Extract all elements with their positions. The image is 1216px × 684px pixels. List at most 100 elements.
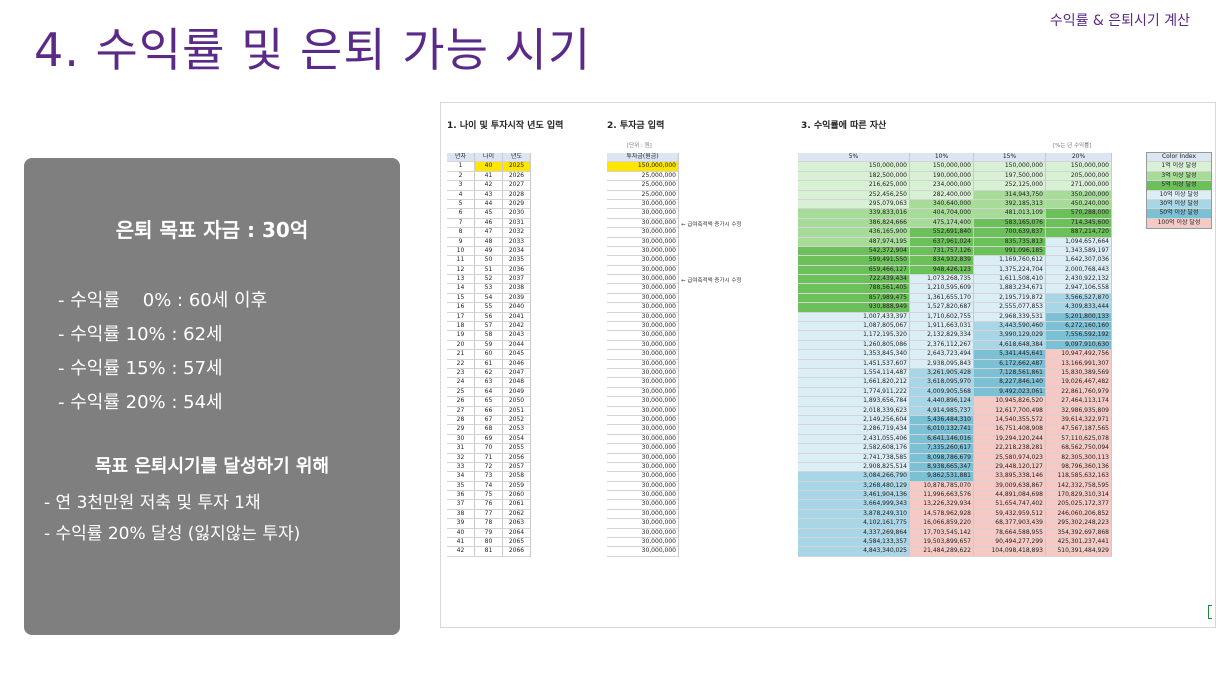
cell-year-index[interactable]: 33	[447, 462, 475, 473]
cell-year[interactable]: 2055	[503, 444, 531, 454]
cell-year[interactable]: 2037	[503, 275, 531, 285]
cell-rate-15[interactable]: 2,968,339,531	[974, 312, 1046, 323]
cell-rate-20[interactable]: 68,562,750,094	[1046, 444, 1112, 454]
cell-rate-20[interactable]: 19,026,467,482	[1046, 378, 1112, 388]
cell-rate-5[interactable]: 3,084,266,790	[798, 472, 910, 482]
cell-year-index[interactable]: 42	[447, 547, 475, 557]
cell-rate-5[interactable]: 1,774,911,222	[798, 387, 910, 398]
cell-year[interactable]: 2025	[503, 162, 531, 172]
cell-rate-5[interactable]: 1,087,805,067	[798, 322, 910, 332]
cell-rate-20[interactable]: 5,201,800,133	[1046, 312, 1112, 323]
cell-age[interactable]: 46	[475, 218, 503, 229]
cell-age[interactable]: 73	[475, 472, 503, 482]
cell-principal[interactable]: 30,000,000	[607, 397, 679, 407]
header-year[interactable]: 년도	[503, 153, 531, 163]
cell-year-index[interactable]: 13	[447, 275, 475, 285]
cell-rate-15[interactable]: 150,000,000	[974, 162, 1046, 172]
cell-year-index[interactable]: 23	[447, 368, 475, 379]
cell-principal[interactable]: 30,000,000	[607, 368, 679, 379]
cell-rate-5[interactable]: 436,165,900	[798, 228, 910, 238]
cell-age[interactable]: 53	[475, 284, 503, 294]
cell-rate-10[interactable]: 6,010,132,741	[910, 425, 974, 435]
cell-rate-5[interactable]: 1,661,820,212	[798, 378, 910, 388]
cell-rate-10[interactable]: 10,878,785,070	[910, 481, 974, 492]
cell-age[interactable]: 58	[475, 331, 503, 341]
cell-year-index[interactable]: 3	[447, 181, 475, 191]
cell-rate-10[interactable]: 11,996,663,576	[910, 491, 974, 501]
cell-rate-15[interactable]: 1,611,508,410	[974, 275, 1046, 285]
cell-age[interactable]: 45	[475, 209, 503, 219]
cell-year-index[interactable]: 30	[447, 434, 475, 445]
cell-rate-15[interactable]: 2,555,077,853	[974, 303, 1046, 313]
cell-age[interactable]: 67	[475, 415, 503, 426]
cell-rate-5[interactable]: 1,260,805,086	[798, 340, 910, 351]
cell-rate-15[interactable]: 8,227,846,140	[974, 378, 1046, 388]
cell-year-index[interactable]: 5	[447, 199, 475, 210]
cell-rate-5[interactable]: 2,741,738,585	[798, 453, 910, 463]
cell-rate-20[interactable]: 7,556,592,192	[1046, 331, 1112, 341]
cell-year[interactable]: 2034	[503, 246, 531, 257]
cell-year[interactable]: 2059	[503, 481, 531, 492]
cell-year-index[interactable]: 32	[447, 453, 475, 463]
cell-rate-15[interactable]: 68,377,903,439	[974, 519, 1046, 529]
cell-year-index[interactable]: 14	[447, 284, 475, 294]
cell-rate-5[interactable]: 1,893,656,784	[798, 397, 910, 407]
cell-rate-5[interactable]: 1,353,845,340	[798, 350, 910, 360]
cell-rate-20[interactable]: 39,614,322,971	[1046, 415, 1112, 426]
cell-rate-15[interactable]: 197,500,000	[974, 171, 1046, 182]
cell-rate-15[interactable]: 2,195,719,872	[974, 293, 1046, 304]
cell-year[interactable]: 2066	[503, 547, 531, 557]
cell-year[interactable]: 2043	[503, 331, 531, 341]
cell-rate-5[interactable]: 182,500,000	[798, 171, 910, 182]
cell-age[interactable]: 69	[475, 434, 503, 445]
cell-rate-10[interactable]: 1,527,820,687	[910, 303, 974, 313]
cell-year[interactable]: 2042	[503, 322, 531, 332]
cell-age[interactable]: 70	[475, 444, 503, 454]
cell-rate-10[interactable]: 1,210,595,609	[910, 284, 974, 294]
cell-year[interactable]: 2036	[503, 265, 531, 276]
cell-year-index[interactable]: 1	[447, 162, 475, 172]
cell-rate-20[interactable]: 118,585,632,163	[1046, 472, 1112, 482]
cell-rate-10[interactable]: 552,691,840	[910, 228, 974, 238]
cell-rate-15[interactable]: 3,990,129,029	[974, 331, 1046, 341]
cell-rate-5[interactable]: 339,833,016	[798, 209, 910, 219]
cell-rate-5[interactable]: 1,451,537,607	[798, 359, 910, 369]
cell-year-index[interactable]: 27	[447, 406, 475, 416]
cell-rate-15[interactable]: 51,654,747,402	[974, 500, 1046, 510]
cell-rate-5[interactable]: 295,079,063	[798, 199, 910, 210]
cell-rate-10[interactable]: 6,641,146,016	[910, 434, 974, 445]
header-rate-10[interactable]: 10%	[910, 153, 974, 163]
cell-rate-10[interactable]: 17,703,545,142	[910, 528, 974, 539]
cell-year-index[interactable]: 24	[447, 378, 475, 388]
cell-rate-5[interactable]: 4,843,340,025	[798, 547, 910, 557]
cell-principal[interactable]: 30,000,000	[607, 528, 679, 539]
cell-year-index[interactable]: 11	[447, 256, 475, 266]
cell-rate-15[interactable]: 10,945,826,520	[974, 397, 1046, 407]
cell-principal[interactable]: 30,000,000	[607, 246, 679, 257]
cell-year-index[interactable]: 22	[447, 359, 475, 369]
cell-rate-20[interactable]: 82,305,300,113	[1046, 453, 1112, 463]
cell-rate-10[interactable]: 190,000,000	[910, 171, 974, 182]
cell-principal[interactable]: 30,000,000	[607, 519, 679, 529]
cell-rate-15[interactable]: 583,165,076	[974, 218, 1046, 229]
cell-rate-15[interactable]: 3,443,590,460	[974, 322, 1046, 332]
cell-rate-10[interactable]: 16,066,859,220	[910, 519, 974, 529]
cell-rate-5[interactable]: 1,007,433,397	[798, 312, 910, 323]
cell-rate-20[interactable]: 2,000,768,443	[1046, 265, 1112, 276]
cell-rate-20[interactable]: 142,332,758,595	[1046, 481, 1112, 492]
cell-rate-20[interactable]: 205,000,000	[1046, 171, 1112, 182]
cell-principal[interactable]: 30,000,000	[607, 350, 679, 360]
cell-rate-20[interactable]: 2,430,922,132	[1046, 275, 1112, 285]
cell-rate-20[interactable]: 887,214,720	[1046, 228, 1112, 238]
cell-rate-5[interactable]: 2,431,055,406	[798, 434, 910, 445]
cell-year-index[interactable]: 4	[447, 190, 475, 200]
cell-year[interactable]: 2040	[503, 303, 531, 313]
cell-age[interactable]: 47	[475, 228, 503, 238]
cell-principal[interactable]: 30,000,000	[607, 500, 679, 510]
cell-year-index[interactable]: 9	[447, 237, 475, 247]
cell-rate-15[interactable]: 7,128,561,861	[974, 368, 1046, 379]
cell-principal[interactable]: 30,000,000	[607, 199, 679, 210]
cell-rate-20[interactable]: 98,796,360,136	[1046, 462, 1112, 473]
cell-rate-15[interactable]: 252,125,000	[974, 181, 1046, 191]
cell-age[interactable]: 75	[475, 491, 503, 501]
